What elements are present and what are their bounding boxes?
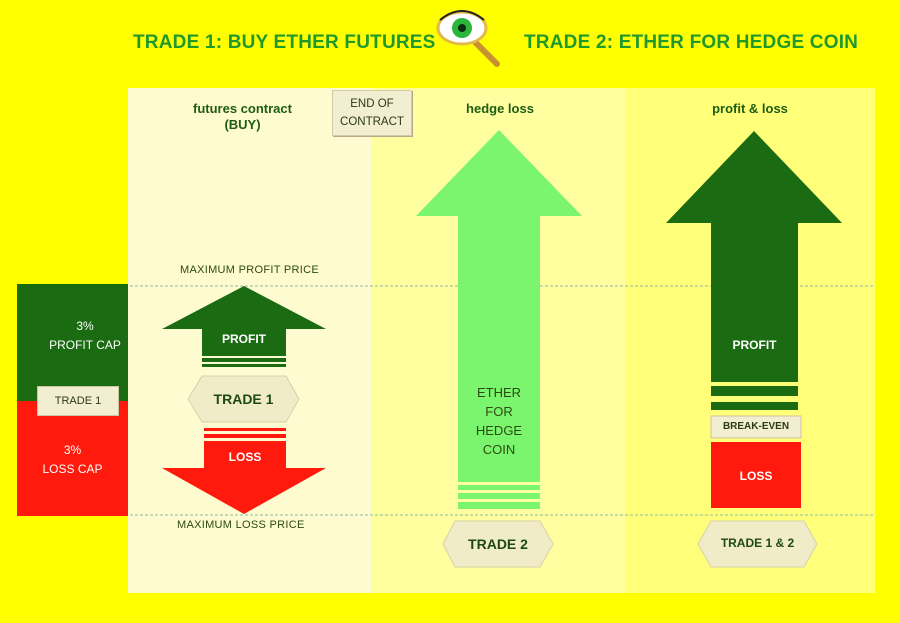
trade1-profit-stripe-1 bbox=[202, 358, 286, 362]
trade1-title: TRADE 1: BUY ETHER FUTURES bbox=[133, 32, 436, 53]
hedge-line2: FOR bbox=[485, 404, 513, 419]
profit-cap-bar bbox=[17, 284, 128, 401]
hedge-line3: HEDGE bbox=[475, 423, 523, 438]
pnl-loss-box bbox=[711, 442, 801, 508]
trade1-profit-label: PROFIT bbox=[222, 332, 266, 346]
hedge-line1: ETHER bbox=[476, 385, 522, 400]
trade1-loss-stripe-2 bbox=[204, 434, 286, 438]
trade12-hex-label: TRADE 1 & 2 bbox=[720, 536, 795, 550]
futures-header: futures contract (BUY) bbox=[160, 101, 325, 133]
futures-header-line2: (BUY) bbox=[224, 117, 261, 132]
profit-cap-text: 3% PROFIT CAP bbox=[17, 317, 153, 355]
loss-cap-line2: LOSS CAP bbox=[42, 462, 103, 476]
trade1-loss-label: LOSS bbox=[228, 450, 262, 464]
left-trade1-badge: TRADE 1 bbox=[37, 386, 119, 416]
loss-cap-line1: 3% bbox=[63, 443, 82, 457]
trade2-title: TRADE 2: ETHER FOR HEDGE COIN bbox=[524, 32, 859, 53]
trade1-hex-label: TRADE 1 bbox=[213, 391, 274, 407]
trade1-loss-stripe-1 bbox=[204, 428, 286, 431]
pnl-profit-stripe-1 bbox=[711, 386, 798, 396]
pnl-loss-label: LOSS bbox=[739, 469, 773, 483]
hedge-stripe-3 bbox=[458, 502, 540, 509]
trade1-profit-arrow bbox=[162, 286, 326, 356]
max-profit-label: MAXIMUM PROFIT PRICE bbox=[180, 264, 320, 276]
break-even-label: BREAK-EVEN bbox=[722, 421, 790, 432]
trade1-loss-arrow bbox=[162, 441, 326, 514]
max-loss-label: MAXIMUM LOSS PRICE bbox=[177, 519, 305, 531]
hedge-header: hedge loss bbox=[466, 101, 534, 116]
hedge-arrow bbox=[416, 130, 582, 482]
hedge-stripe-2 bbox=[458, 493, 540, 499]
profit-cap-line2: PROFIT CAP bbox=[49, 338, 121, 352]
trade2-hex-label: TRADE 2 bbox=[468, 536, 528, 552]
break-even-box bbox=[710, 415, 802, 439]
trade1-profit-stripe-2 bbox=[202, 364, 286, 367]
profit-cap-line1: 3% bbox=[76, 319, 94, 333]
hedge-line4: COIN bbox=[482, 442, 516, 457]
trade1-hexagon bbox=[187, 375, 300, 423]
end-of-contract-line2: CONTRACT bbox=[340, 116, 404, 128]
trade12-hexagon bbox=[697, 520, 818, 568]
pnl-profit-arrow bbox=[666, 131, 842, 382]
hedge-stripe-1 bbox=[458, 485, 540, 490]
pnl-profit-label: PROFIT bbox=[732, 338, 777, 352]
futures-header-line1: futures contract bbox=[193, 101, 292, 116]
pnl-header: profit & loss bbox=[712, 101, 788, 116]
loss-cap-text: 3% LOSS CAP bbox=[17, 441, 128, 479]
end-of-contract-box: END OF CONTRACT bbox=[332, 90, 412, 136]
pnl-profit-stripe-2 bbox=[711, 402, 798, 410]
loss-cap-bar bbox=[17, 401, 128, 516]
hedge-arrow-text: ETHER FOR HEDGE COIN bbox=[458, 383, 540, 459]
trade2-hexagon bbox=[442, 520, 554, 568]
end-of-contract-line1: END OF bbox=[350, 98, 394, 110]
